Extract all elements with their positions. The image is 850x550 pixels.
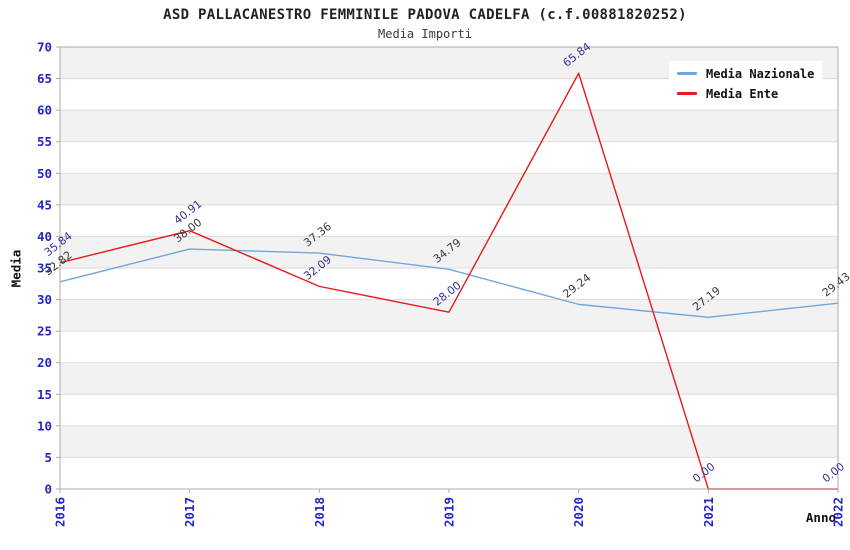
plot-band (60, 173, 838, 205)
y-tick-label: 10 (37, 418, 52, 433)
legend-item-media-nazionale: Media Nazionale (677, 66, 814, 81)
chart-title: ASD PALLACANESTRO FEMMINILE PADOVA CADEL… (163, 7, 687, 23)
x-axis-title: Anno (805, 510, 836, 525)
point-label: 0.00 (820, 460, 847, 485)
legend-label-ente: Media Ente (706, 86, 779, 101)
legend-line-swatch-ente (677, 92, 697, 95)
legend-item-media-ente: Media Ente (677, 86, 814, 101)
y-tick-label: 65 (37, 71, 52, 86)
y-tick-label: 35 (37, 261, 52, 276)
x-tick-label: 2017 (182, 497, 197, 527)
plot-band (60, 425, 838, 458)
y-axis-title: Media (8, 249, 24, 288)
y-tick-label: 0 (44, 482, 52, 497)
y-tick-label: 55 (37, 134, 52, 149)
y-tick-label: 45 (37, 197, 52, 212)
legend-label-nazionale: Media Nazionale (706, 66, 815, 81)
y-tick-label: 40 (37, 229, 52, 244)
y-tick-label: 5 (44, 450, 52, 465)
y-tick-label: 50 (37, 166, 52, 181)
x-tick-label: 2020 (571, 497, 586, 527)
plot-band (60, 362, 838, 395)
y-tick-label: 70 (37, 40, 52, 55)
series-line-media-nazionale (59, 248, 839, 319)
x-tick-label: 2018 (312, 497, 327, 527)
y-tick-label: 15 (37, 387, 52, 402)
x-tick-label: 2016 (53, 497, 68, 527)
plot-band (60, 299, 838, 332)
y-tick-label: 20 (37, 355, 52, 370)
x-tick-label: 2022 (831, 497, 846, 527)
legend: Media Nazionale Media Ente (669, 61, 823, 107)
y-tick-label: 25 (37, 324, 52, 339)
y-tick-label: 30 (37, 292, 52, 307)
chart-subtitle: Media Importi (378, 27, 472, 41)
point-label: 29.43 (820, 270, 850, 300)
x-tick-label: 2021 (701, 497, 716, 527)
plot-band (60, 110, 838, 142)
point-label: 29.24 (561, 271, 594, 301)
legend-line-swatch-nazionale (677, 72, 697, 75)
point-label: 0.00 (690, 460, 717, 485)
x-tick-label: 2019 (442, 497, 457, 527)
plot-band (60, 236, 838, 268)
y-tick-label: 60 (37, 103, 52, 118)
plot-border (59, 46, 839, 490)
